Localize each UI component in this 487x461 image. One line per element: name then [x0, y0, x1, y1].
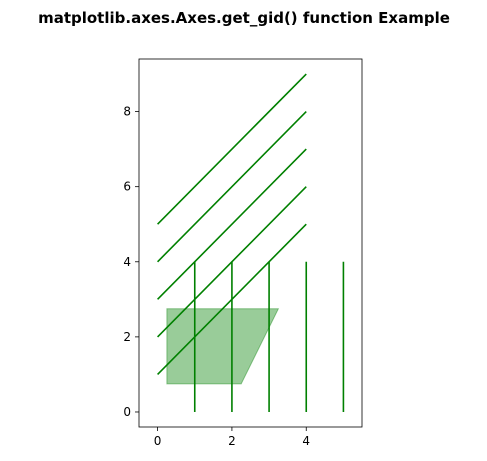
- y-tick-label: 4: [123, 255, 131, 269]
- x-axis-ticks: 0 2 4: [154, 427, 310, 448]
- axes-frame: [138, 58, 363, 428]
- diagonal-line-4: [157, 111, 307, 263]
- diagonal-line-3: [157, 148, 307, 300]
- y-tick-label: 6: [123, 180, 131, 194]
- y-tick-label: 8: [123, 105, 131, 119]
- x-tick-label: 4: [302, 434, 310, 448]
- y-tick-label: 2: [123, 330, 131, 344]
- x-tick-label: 2: [228, 434, 236, 448]
- plot-layer: [157, 73, 345, 412]
- diagonal-line-5: [157, 73, 307, 225]
- x-tick-label: 0: [154, 434, 162, 448]
- chart-title: matplotlib.axes.Axes.get_gid() function …: [38, 9, 450, 27]
- y-axis-ticks: 0 2 4 6 8: [123, 105, 139, 419]
- y-tick-label: 0: [123, 405, 131, 419]
